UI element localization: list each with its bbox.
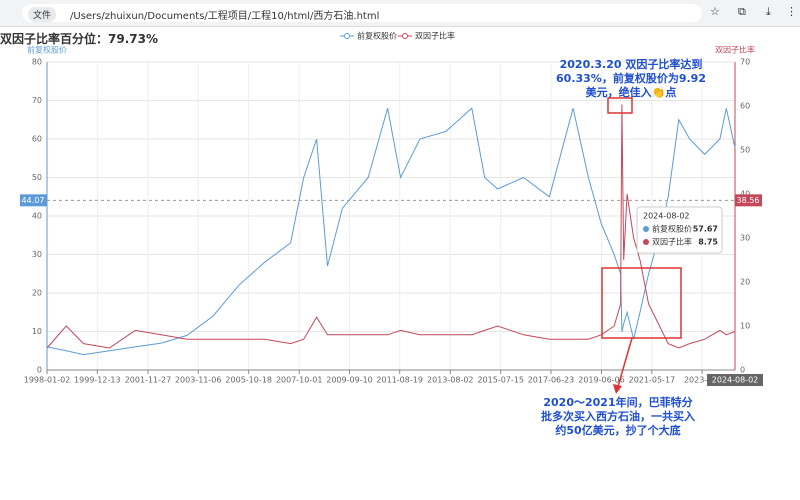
y-tick-label: 20: [32, 289, 42, 298]
x-tick-label: 2011-08-19: [376, 376, 423, 385]
browser-bar: 文件 /Users/zhuixun/Documents/工程项目/工程10/ht…: [0, 0, 800, 27]
annotation: 2020.3.20 双因子比率达到60.33%，前复权股价为9.92美元，绝佳入…: [556, 58, 706, 99]
y-tick-label: 50: [32, 173, 42, 182]
legend-swatch: [402, 33, 408, 39]
x-tick-label: 2017-06-23: [528, 376, 575, 385]
download-icon[interactable]: ⤓: [766, 5, 771, 18]
annotation: 2020～2021年间，巴菲特分批多次买入西方石油，一共买入约50亿美元，抄了个…: [541, 396, 695, 437]
tooltip-value: 8.75: [698, 238, 718, 247]
legend-label: 前复权股价: [357, 31, 397, 41]
tooltip-dot: [643, 239, 649, 245]
x-tick-label: 2013-08-02: [427, 376, 474, 385]
tooltip-name: 双因子比率: [652, 237, 692, 247]
x-tick-label: 2015-07-15: [477, 376, 524, 385]
address-bar[interactable]: 文件 /Users/zhuixun/Documents/工程项目/工程10/ht…: [22, 4, 702, 22]
tooltip-dot: [643, 226, 649, 232]
y-tick-label: 60: [32, 135, 42, 144]
pointer-label: 38.56: [737, 196, 760, 205]
y2-tick-label: 60: [740, 102, 750, 111]
x-tick-label: 2021-05-17: [629, 376, 676, 385]
y2-tick-label: 0: [740, 366, 745, 375]
arrow: [616, 337, 633, 391]
y-tick-label: 40: [32, 212, 42, 221]
y-tick-label: 0: [37, 366, 42, 375]
y2-tick-label: 30: [740, 234, 750, 243]
x-tick-label: 2019-06-06: [578, 376, 625, 385]
pointer-label: 44.07: [22, 196, 45, 205]
y-tick-label: 80: [32, 58, 42, 67]
y2-tick-label: 10: [740, 322, 750, 331]
x-tick-label: 2007-10-01: [276, 376, 323, 385]
x-tick-label: 2005-10-18: [225, 376, 272, 385]
y-tick-label: 30: [32, 250, 42, 259]
url: /Users/zhuixun/Documents/工程项目/工程10/html/…: [70, 11, 380, 22]
legend-swatch: [344, 33, 350, 39]
highlight-box: [601, 267, 682, 339]
tooltip-title: 2024-08-02: [643, 212, 690, 221]
arrow-head: [613, 384, 622, 394]
pointer-label-bg: [735, 194, 762, 207]
y-tick-label: 10: [32, 327, 42, 336]
pointer-label-bg: [707, 374, 763, 386]
y-tick-label: 70: [32, 96, 42, 105]
y-axis-label: 前复权股价: [27, 45, 67, 55]
star-icon[interactable]: ☆: [710, 5, 720, 18]
x-tick-label: 2001-11-27: [125, 376, 172, 385]
x-tick-label: 1999-12-13: [74, 376, 121, 385]
tab-label: 文件: [28, 7, 57, 22]
y2-tick-label: 50: [740, 146, 750, 155]
ext-icon[interactable]: ⧉: [738, 5, 746, 18]
chart-title: 双因子比率百分位：79.73%: [0, 32, 158, 46]
x-tick-label: 2009-09-10: [326, 376, 373, 385]
series-line: [46, 104, 736, 349]
highlight-box: [607, 97, 633, 114]
y2-axis-label: 双因子比率: [715, 45, 755, 55]
menu-icon[interactable]: ⋮: [786, 5, 797, 18]
x-tick-label: 1998-01-02: [24, 376, 71, 385]
tooltip-box: [636, 206, 723, 254]
pointer-label-bg: [20, 194, 47, 207]
tooltip-name: 前复权股价: [652, 224, 692, 234]
y2-tick-label: 70: [740, 58, 750, 67]
legend-label: 双因子比率: [415, 31, 455, 41]
series-line: [46, 107, 736, 356]
pointer-label: 2024-08-02: [712, 376, 759, 385]
y2-tick-label: 40: [740, 190, 750, 199]
tooltip-value: 57.67: [693, 225, 718, 234]
y2-tick-label: 20: [740, 278, 750, 287]
x-tick-label: 2023-04-: [684, 376, 720, 385]
x-tick-label: 2003-11-06: [175, 376, 222, 385]
